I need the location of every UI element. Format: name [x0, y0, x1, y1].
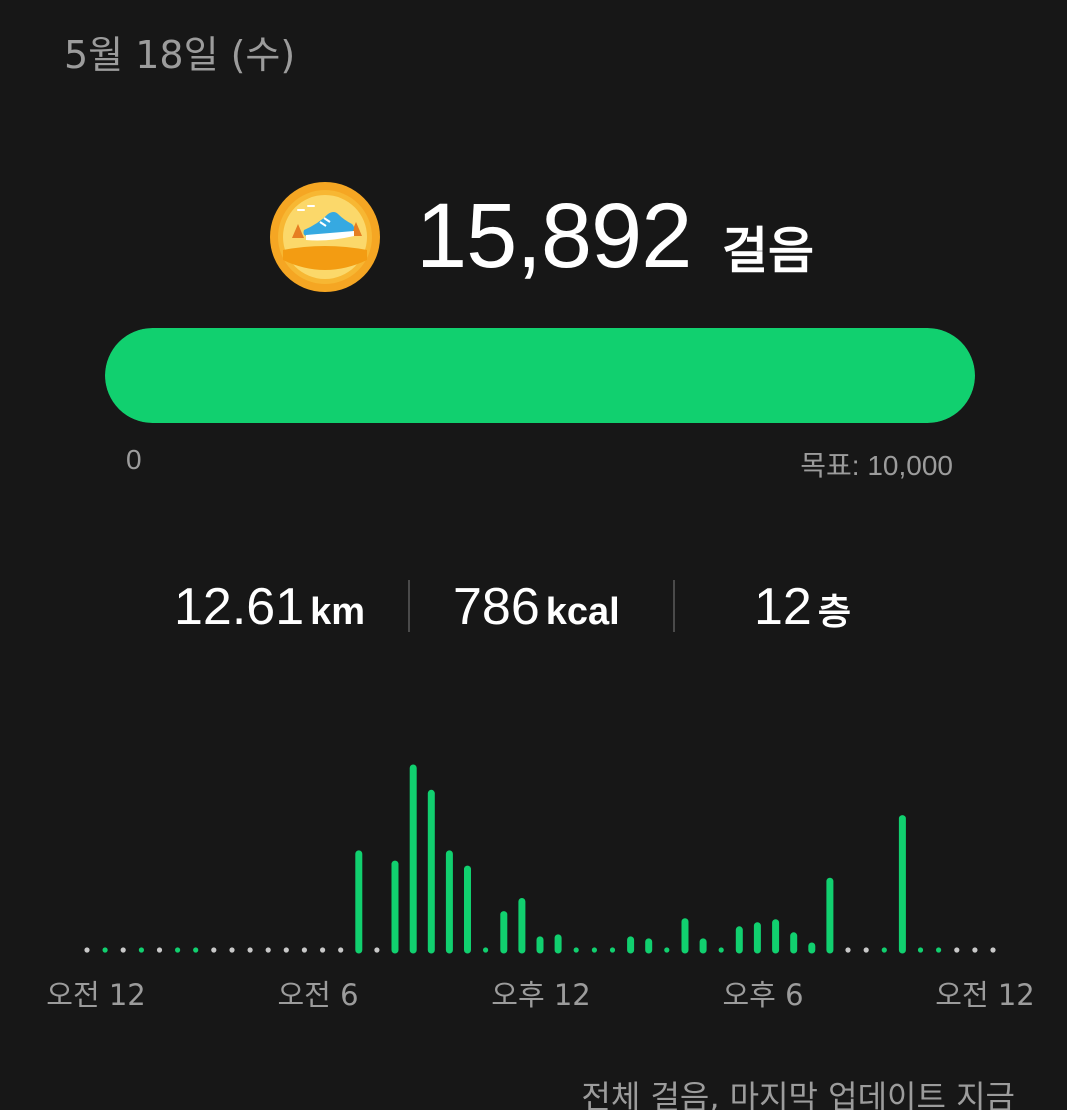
chart-point: [156, 947, 163, 953]
steps-progress-bar: [105, 328, 975, 423]
chart-point: [265, 947, 271, 953]
floors-stat: 12 층: [754, 572, 851, 642]
progress-goal-label: 목표: 10,000: [800, 450, 953, 481]
distance-stat: 12.61 km: [174, 572, 365, 642]
chart-point: [591, 947, 598, 953]
x-tick-label: 오전 12: [935, 978, 1035, 1012]
chart-point: [175, 947, 181, 953]
distance-value: 12.61: [174, 578, 305, 636]
step-count: 15,892: [416, 185, 692, 287]
chart-point: [211, 947, 217, 953]
x-tick-label: 오후 12: [491, 978, 591, 1012]
steps-summary: 15,892 걸음: [0, 180, 1067, 296]
chart-point: [990, 947, 996, 953]
x-tick-label: 오전 12: [46, 978, 146, 1012]
x-tick-label: 오후 6: [722, 978, 804, 1012]
floors-unit: 층: [817, 592, 851, 633]
chart-point: [138, 947, 144, 953]
chart-point: [247, 947, 253, 953]
chart-point: [573, 947, 579, 953]
chart-point: [664, 947, 670, 953]
chart-point: [881, 947, 887, 953]
stats-row: 12.61 km 786 kcal 12 층: [0, 572, 1067, 642]
chart-point: [954, 947, 960, 953]
steps-progress-fill: [105, 328, 975, 423]
distance-unit: km: [310, 591, 366, 633]
chart-point: [338, 947, 344, 953]
date-header: 5월 18일 (수): [64, 33, 296, 77]
step-unit: 걸음: [722, 222, 814, 280]
chart-point: [718, 947, 724, 953]
calories-unit: kcal: [545, 591, 620, 633]
chart-point: [320, 947, 326, 953]
calories-stat: 786 kcal: [453, 572, 620, 642]
chart-point: [972, 947, 978, 953]
chart-point: [301, 947, 307, 953]
chart-point: [102, 947, 108, 953]
progress-min-label: 0: [126, 444, 142, 475]
chart-point: [84, 947, 90, 953]
stat-divider: [673, 580, 675, 632]
stat-divider: [408, 580, 410, 632]
shoe-medal-icon: [270, 182, 380, 292]
calories-value: 786: [453, 578, 540, 636]
chart-point: [483, 947, 489, 953]
chart-point: [374, 947, 380, 953]
x-tick-label: 오전 6: [277, 978, 359, 1012]
chart-point: [193, 947, 199, 953]
chart-point: [845, 947, 851, 953]
chart-point: [283, 947, 289, 953]
chart-point: [120, 947, 126, 953]
chart-point: [917, 947, 924, 953]
chart-point: [229, 947, 235, 953]
floors-value: 12: [754, 578, 812, 636]
update-status: 전체 걸음, 마지막 업데이트 지금: [581, 1078, 1015, 1110]
chart-point: [936, 947, 942, 953]
chart-point: [863, 947, 869, 953]
hourly-steps-chart: [84, 764, 996, 954]
chart-point: [609, 947, 616, 953]
